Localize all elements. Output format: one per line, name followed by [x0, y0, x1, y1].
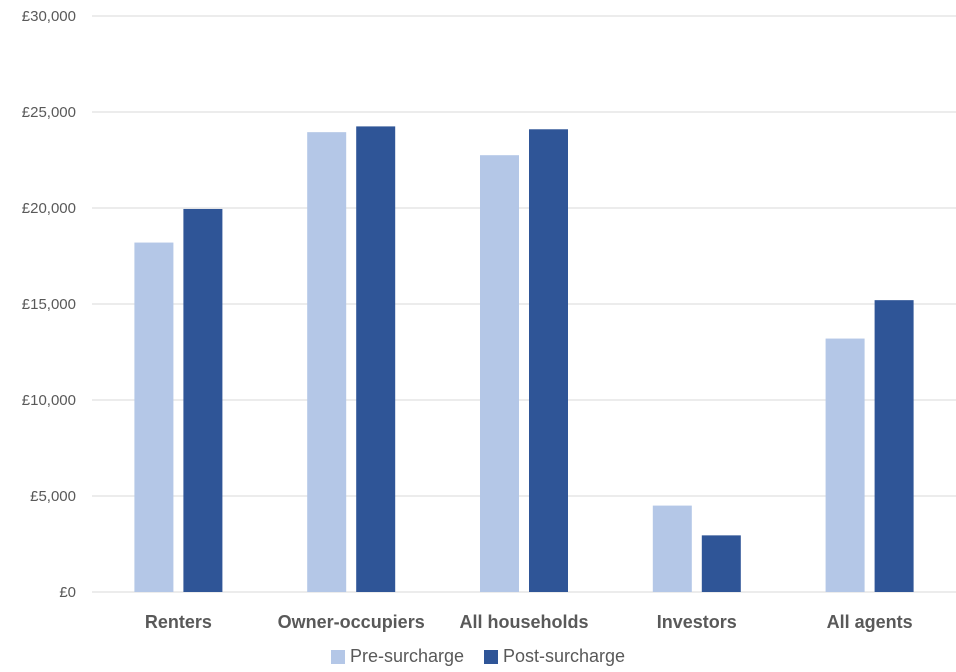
- x-category-label: All agents: [827, 612, 913, 632]
- x-category-label: Owner-occupiers: [278, 612, 425, 632]
- legend-label-pre-surcharge: Pre-surcharge: [349, 646, 464, 666]
- y-tick-label: £0: [59, 584, 76, 601]
- bars: [134, 126, 914, 593]
- bar-post-surcharge: [356, 126, 396, 593]
- y-axis-ticks: £0 £5,000 £10,000 £15,000 £20,000 £25,000 £30,…: [22, 8, 76, 601]
- bar-chart-svg: £0 £5,000 £10,000 £15,000 £20,000 £25,000 £30,…: [22, 8, 956, 632]
- legend-swatch-post-surcharge: [483, 649, 498, 664]
- legend-item-pre-surcharge: Pre-surcharge: [330, 646, 464, 667]
- y-tick-label: £20,000: [22, 200, 76, 217]
- y-tick-label: £30,000: [22, 8, 76, 25]
- legend-item-post-surcharge: Post-surcharge: [483, 646, 626, 667]
- bar-pre-surcharge: [134, 242, 174, 592]
- x-category-label: Investors: [657, 612, 737, 632]
- y-tick-label: £15,000: [22, 296, 76, 313]
- bar-pre-surcharge: [825, 338, 865, 592]
- bar-post-surcharge: [874, 300, 914, 592]
- x-axis-categories: Renters Owner-occupiers All households Inve…: [145, 612, 913, 632]
- gridlines: [92, 15, 956, 593]
- legend: Pre-surcharge Post-surcharge: [0, 646, 956, 667]
- bar-pre-surcharge: [652, 505, 692, 592]
- bar-pre-surcharge: [307, 132, 347, 592]
- y-tick-label: £10,000: [22, 392, 76, 409]
- y-tick-label: £5,000: [30, 488, 76, 505]
- legend-label-post-surcharge: Post-surcharge: [502, 646, 626, 666]
- x-category-label: Renters: [145, 612, 212, 632]
- x-category-label: All households: [459, 612, 588, 632]
- y-tick-label: £25,000: [22, 104, 76, 121]
- bar-pre-surcharge: [480, 155, 519, 592]
- bar-post-surcharge: [183, 208, 223, 592]
- bar-post-surcharge: [701, 535, 741, 592]
- bar-post-surcharge: [529, 129, 568, 592]
- legend-swatch-pre-surcharge: [330, 649, 345, 664]
